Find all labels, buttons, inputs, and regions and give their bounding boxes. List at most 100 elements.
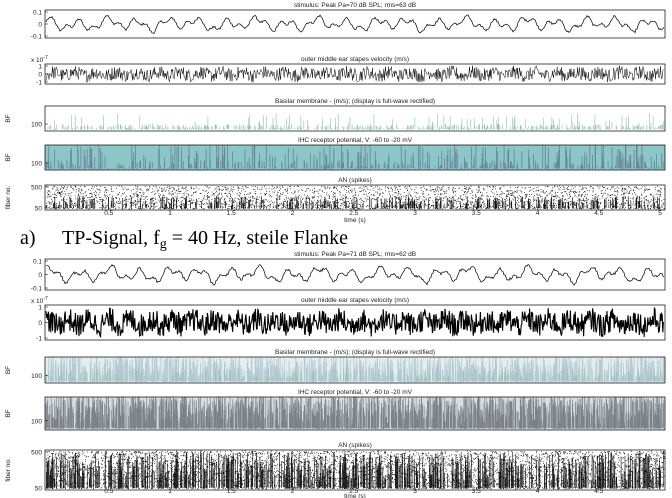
x-tick-label: 2 bbox=[291, 210, 295, 217]
subplot: Basilar membrane - (m/s); (display is fu… bbox=[5, 349, 666, 384]
texture bbox=[47, 113, 665, 130]
axis-exponent: x 10-7 bbox=[31, 296, 48, 305]
panel: stimulus: Peak Pa=70 dB SPL; rms=63 dB 0.… bbox=[5, 2, 666, 224]
x-tick-label: 0.5 bbox=[104, 210, 113, 217]
x-tick-label: 2 bbox=[291, 488, 295, 495]
subplot-title: AN (spikes) bbox=[338, 442, 372, 449]
subplot-title: outer middle ear stapes velocity (m/s) bbox=[301, 56, 409, 63]
waveform bbox=[45, 306, 664, 339]
x-tick-label: 1 bbox=[168, 210, 172, 217]
x-tick-label: 2.5 bbox=[349, 210, 358, 217]
y-axis-label: BF bbox=[5, 409, 12, 417]
plot-area bbox=[45, 106, 665, 131]
plot-frame bbox=[44, 105, 666, 132]
plot-area bbox=[45, 357, 665, 383]
subplot-title: IHC receptor potential, V: -60 to -20 mV bbox=[298, 137, 413, 144]
subplot: IHC receptor potential, V: -60 to -20 mV… bbox=[5, 137, 666, 171]
subplot-title: outer middle ear stapes velocity (m/s) bbox=[301, 297, 409, 304]
y-axis-label: BF bbox=[5, 366, 12, 374]
waveform bbox=[45, 64, 664, 84]
x-tick-label: 4 bbox=[536, 488, 540, 495]
caption-rest: = 40 Hz, steile Flanke bbox=[167, 227, 348, 249]
plot-area bbox=[45, 259, 665, 290]
spike-raster bbox=[46, 185, 665, 210]
y-tick-label: 0 bbox=[38, 22, 42, 29]
y-tick-label: 0.1 bbox=[33, 10, 42, 17]
exponent-base: x 10 bbox=[31, 57, 44, 64]
subplot-title: stimulus: Peak Pa=71 dB SPL; rms=62 dB bbox=[294, 251, 416, 258]
x-tick-label: 3.5 bbox=[472, 488, 481, 495]
y-tick-label: 0 bbox=[38, 72, 42, 79]
y-tick-label: 50 bbox=[35, 206, 43, 213]
plot-frame bbox=[44, 449, 666, 491]
caption-main: TP-Signal, f bbox=[62, 227, 160, 249]
x-tick-label: 5 bbox=[658, 210, 662, 217]
y-tick-label: 500 bbox=[31, 185, 42, 192]
subplot-title: stimulus: Peak Pa=70 dB SPL; rms=63 dB bbox=[294, 2, 416, 9]
y-axis-label: fiber no. bbox=[5, 458, 12, 482]
subplot: AN (spikes) 500 50 fiber no. bbox=[5, 442, 666, 493]
y-axis-label: BF bbox=[5, 114, 12, 122]
x-tick-label: 0.5 bbox=[104, 488, 113, 495]
plot-frame bbox=[44, 356, 666, 384]
exponent-base: x 10 bbox=[31, 298, 44, 305]
y-axis-label: fiber no. bbox=[5, 186, 12, 210]
y-tick-label: 50 bbox=[35, 486, 43, 493]
plot-area bbox=[45, 64, 665, 84]
plot-frame bbox=[44, 396, 666, 431]
subplot-title: AN (spikes) bbox=[338, 177, 372, 184]
panel: stimulus: Peak Pa=71 dB SPL; rms=62 dB 0.… bbox=[5, 251, 666, 498]
y-tick-label: 0 bbox=[38, 320, 42, 327]
x-tick-label: 1.5 bbox=[227, 488, 236, 495]
caption: a) TP-Signal, fg = 40 Hz, steile Flanke bbox=[20, 227, 348, 252]
axis-exponent: x 10-7 bbox=[31, 55, 48, 64]
x-tick-label: 3 bbox=[413, 210, 417, 217]
x-tick-label: 2.5 bbox=[349, 488, 358, 495]
x-tick-label: 4.5 bbox=[594, 210, 603, 217]
y-tick-label: 0 bbox=[38, 272, 42, 279]
y-tick-label: 100 bbox=[31, 373, 42, 380]
x-tick-label: 3.5 bbox=[472, 210, 481, 217]
subplot-title: Basilar membrane - (m/s); (display is fu… bbox=[275, 98, 435, 105]
x-tick-label: 1 bbox=[168, 488, 172, 495]
x-tick-label: 4 bbox=[536, 210, 540, 217]
waveform bbox=[45, 264, 665, 286]
y-tick-label: -0.1 bbox=[31, 286, 43, 293]
plot-area bbox=[45, 305, 665, 340]
y-axis-label: BF bbox=[5, 153, 12, 161]
plot-area bbox=[45, 145, 665, 170]
subplot: stimulus: Peak Pa=71 dB SPL; rms=62 dB 0.… bbox=[31, 251, 666, 293]
x-axis-label: time (s) bbox=[344, 217, 366, 224]
caption-label: a) bbox=[20, 227, 36, 249]
caption-subscript: g bbox=[160, 237, 167, 252]
y-tick-label: -1 bbox=[36, 336, 42, 343]
caption-text: TP-Signal, fg = 40 Hz, steile Flanke bbox=[62, 227, 348, 252]
plot-area bbox=[45, 10, 665, 38]
y-tick-label: 1 bbox=[38, 305, 42, 312]
subplot: IHC receptor potential, V: -60 to -20 mV… bbox=[5, 389, 666, 431]
subplot: stimulus: Peak Pa=70 dB SPL; rms=63 dB 0.… bbox=[31, 2, 666, 41]
y-tick-label: 100 bbox=[31, 418, 42, 425]
y-tick-label: 100 bbox=[31, 161, 42, 168]
texture bbox=[46, 451, 664, 489]
y-tick-label: 500 bbox=[31, 450, 42, 457]
y-tick-label: 1 bbox=[38, 64, 42, 71]
texture bbox=[45, 356, 665, 382]
texture bbox=[45, 396, 665, 429]
subplot-title: IHC receptor potential, V: -60 to -20 mV bbox=[298, 389, 413, 396]
subplot-title: Basilar membrane - (m/s); (display is fu… bbox=[275, 349, 435, 356]
x-axis-label: time (s) bbox=[344, 493, 366, 498]
x-tick-label: 4.5 bbox=[594, 488, 603, 495]
subplot: Basilar membrane - (m/s); (display is fu… bbox=[5, 98, 666, 132]
subplot: AN (spikes) 500 50 fiber no. bbox=[5, 177, 666, 213]
exponent-power: -7 bbox=[43, 296, 48, 302]
texture bbox=[46, 366, 664, 382]
waveform bbox=[45, 14, 665, 34]
subplot: outer middle ear stapes velocity (m/s) 10… bbox=[31, 55, 666, 87]
y-tick-label: -0.1 bbox=[31, 34, 43, 41]
texture bbox=[46, 144, 664, 169]
subplot: outer middle ear stapes velocity (m/s) 1 0… bbox=[31, 296, 666, 343]
y-tick-label: 100 bbox=[31, 122, 42, 129]
